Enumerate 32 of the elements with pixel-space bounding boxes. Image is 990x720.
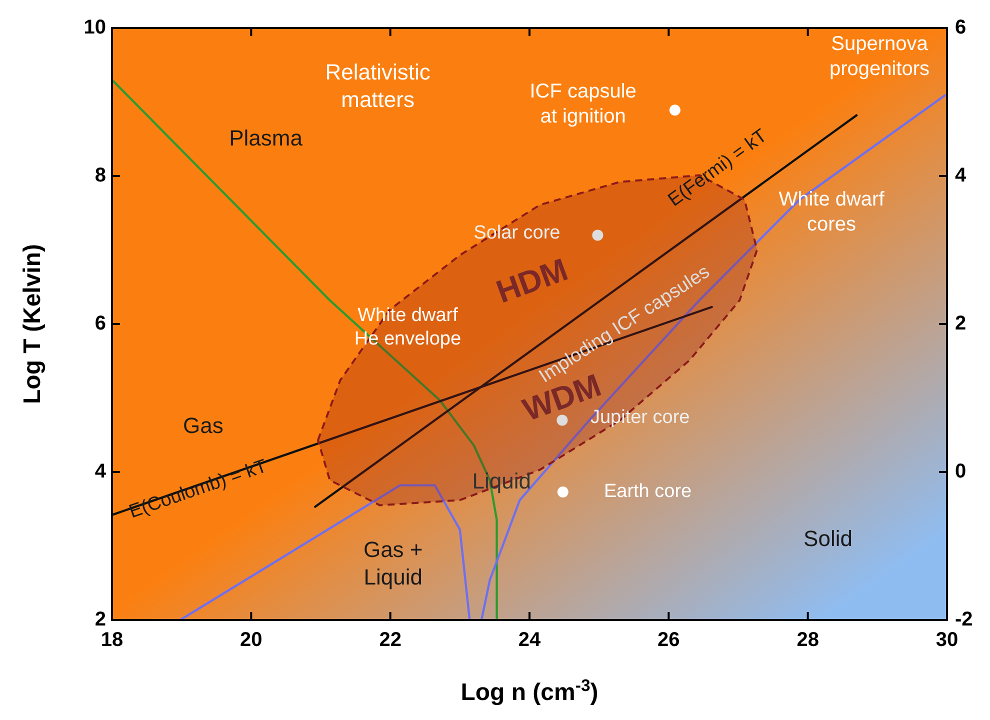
y-axis-title: Log T (Kelvin) <box>19 244 46 404</box>
point <box>557 486 568 498</box>
annotation: Earth core <box>604 480 692 502</box>
annotation: Relativistic matters <box>325 59 430 112</box>
annotation: Supernova progenitors <box>829 33 930 80</box>
y2-tick-label: 4 <box>955 164 967 186</box>
x-tick-label: 18 <box>100 629 124 651</box>
y2-tick-label: -2 <box>955 608 973 630</box>
y-tick-label: 6 <box>94 312 106 334</box>
annotation: Plasma <box>229 126 304 151</box>
y2-tick-label: 2 <box>955 312 966 334</box>
point <box>592 230 604 241</box>
annotation: Solid <box>804 526 852 551</box>
point <box>669 104 680 116</box>
y-tick-label: 4 <box>94 460 107 482</box>
y-tick-label: 10 <box>84 16 106 38</box>
y-tick-label: 2 <box>94 608 106 630</box>
annotation: Solar core <box>474 222 560 244</box>
y2-tick-label: 0 <box>955 460 966 482</box>
y2-tick-label: 6 <box>955 16 966 38</box>
x-tick-label: 24 <box>518 629 542 651</box>
x-tick-label: 30 <box>936 629 958 651</box>
y-tick-label: 8 <box>94 164 106 186</box>
annotation: HDM <box>492 252 573 310</box>
x-tick-label: 20 <box>240 629 262 651</box>
x-axis-title: Log n (cm$^{-3}$) <box>460 676 598 706</box>
x-tick-label: 28 <box>796 629 819 651</box>
x-tick-label: 26 <box>658 629 680 651</box>
annotation: ICF capsule at ignition <box>530 80 636 128</box>
annotation: Gas <box>182 412 224 438</box>
x-tick-label: 22 <box>379 629 402 651</box>
annotation: Gas + Liquid <box>363 536 423 590</box>
